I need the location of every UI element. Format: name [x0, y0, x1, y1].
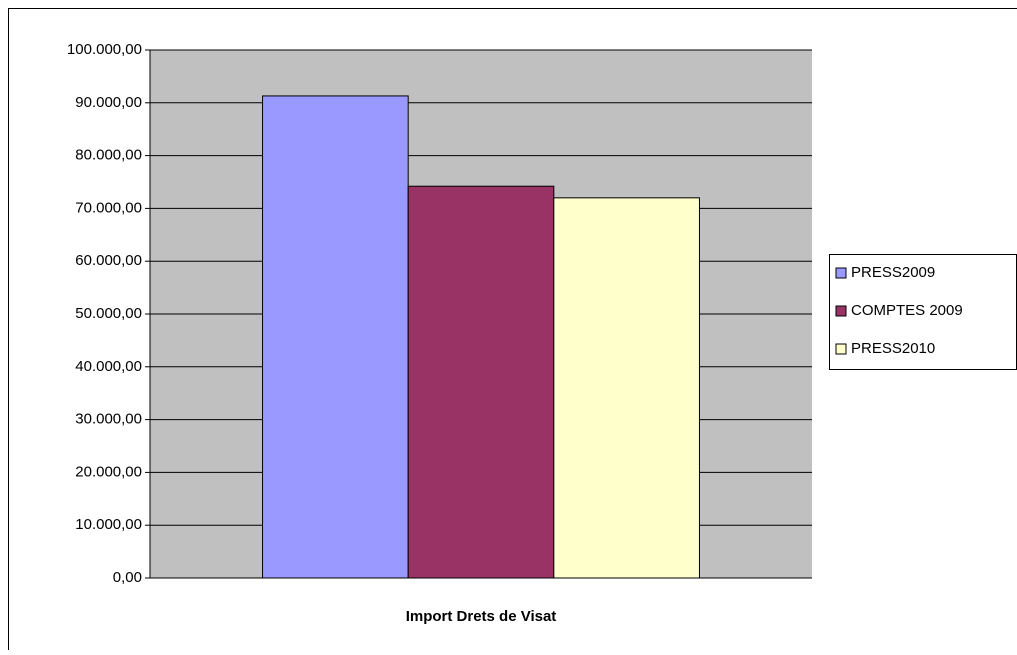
y-tick-label: 40.000,00	[75, 358, 142, 375]
y-tick-label: 70.000,00	[75, 199, 142, 216]
y-tick-label: 20.000,00	[75, 463, 142, 480]
legend-label: PRESS2010	[851, 340, 935, 357]
bar	[408, 186, 554, 578]
y-tick-label: 100.000,00	[67, 41, 142, 58]
y-tick-label: 50.000,00	[75, 305, 142, 322]
y-tick-label: 80.000,00	[75, 147, 142, 164]
legend-swatch	[836, 344, 846, 354]
legend-label: PRESS2009	[851, 264, 935, 281]
y-tick-label: 0,00	[113, 569, 142, 586]
y-tick-label: 30.000,00	[75, 411, 142, 428]
x-tick-label: Import Drets de Visat	[406, 608, 557, 625]
legend-label: COMPTES 2009	[851, 302, 963, 319]
y-tick-label: 60.000,00	[75, 252, 142, 269]
legend-swatch	[836, 306, 846, 316]
legend-swatch	[836, 268, 846, 278]
bar	[263, 96, 409, 578]
y-tick-label: 10.000,00	[75, 516, 142, 533]
bar	[554, 198, 700, 578]
y-tick-label: 90.000,00	[75, 94, 142, 111]
